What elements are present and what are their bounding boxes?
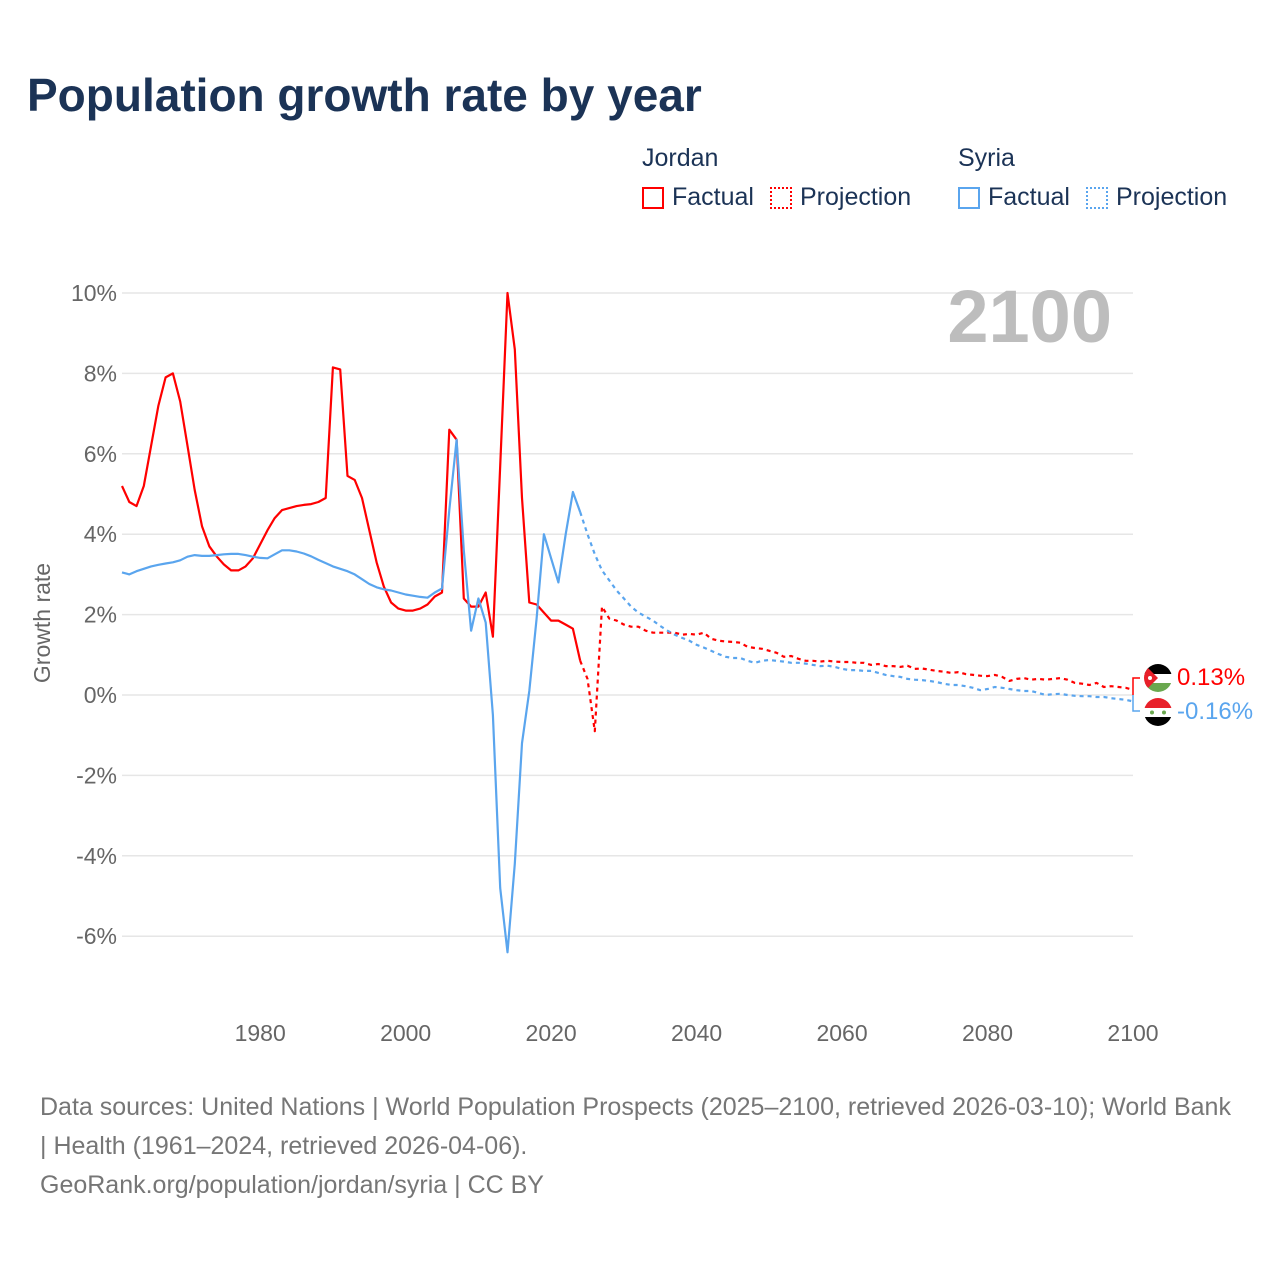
jordan-end-label: 0.13% <box>1177 664 1245 691</box>
x-tick-label: 2080 <box>962 1020 1013 1046</box>
dotted-swatch-icon <box>769 186 792 209</box>
y-tick-label: 2% <box>84 602 117 628</box>
syria-factual-line <box>121 438 582 954</box>
legend-jordan-factual[interactable]: Factual <box>642 183 754 212</box>
chart: 10% 8% 6% 4% 2% 0% -2% -4% -6% 1980 2000 2020 2040 20… <box>29 275 1253 1046</box>
y-tick-label: -2% <box>76 762 117 788</box>
jordan-flag-icon <box>1144 664 1172 692</box>
legend-jordan: Jordan Factual Projection <box>642 144 927 212</box>
x-tick-label: 2060 <box>816 1020 867 1046</box>
jordan-connector <box>1132 677 1140 695</box>
legend-label: Factual <box>672 183 754 211</box>
y-axis-label: Growth rate <box>29 563 55 683</box>
syria-connector <box>1132 695 1140 712</box>
x-tick-label: 1980 <box>235 1020 286 1046</box>
legend-syria: Syria Factual Projection <box>958 144 1243 212</box>
y-tick-label: 10% <box>71 280 117 306</box>
syria-flag-icon <box>1144 698 1172 726</box>
x-tick-label: 2100 <box>1107 1020 1158 1046</box>
syria-end-label: -0.16% <box>1177 698 1253 725</box>
solid-swatch-icon <box>642 186 664 209</box>
legend-label: Factual <box>988 183 1070 211</box>
legend-label: Projection <box>799 183 912 211</box>
dotted-swatch-icon <box>1085 186 1108 209</box>
x-tick-label: 2020 <box>526 1020 577 1046</box>
y-tick-label: -4% <box>76 843 117 869</box>
year-watermark: 2100 <box>947 275 1112 358</box>
legend-jordan-projection[interactable]: Projection <box>769 183 912 212</box>
x-tick-label: 2000 <box>380 1020 431 1046</box>
footer: Data sources: United Nations | World Pop… <box>40 1088 1240 1205</box>
legend-syria-factual[interactable]: Factual <box>958 183 1070 212</box>
credit-link[interactable]: GeoRank.org/population/jordan/syria | CC… <box>40 1171 544 1199</box>
x-tick-label: 2040 <box>671 1020 722 1046</box>
y-tick-label: 0% <box>84 682 117 708</box>
legend-syria-projection[interactable]: Projection <box>1085 183 1228 212</box>
jordan-factual-line <box>120 291 582 662</box>
legend-group-name: Syria <box>958 144 1015 172</box>
legend-label: Projection <box>1115 183 1228 211</box>
data-sources: Data sources: United Nations | World Pop… <box>40 1093 1231 1160</box>
solid-swatch-icon <box>958 186 980 209</box>
jordan-projection-line <box>579 605 1134 733</box>
page-title: Population growth rate by year <box>27 69 702 121</box>
syria-projection-line <box>579 511 1134 703</box>
y-tick-label: 8% <box>84 360 117 386</box>
y-tick-label: 6% <box>84 441 117 467</box>
legend-group-name: Jordan <box>642 144 719 172</box>
y-tick-label: -6% <box>76 923 117 949</box>
y-tick-label: 4% <box>84 521 117 547</box>
